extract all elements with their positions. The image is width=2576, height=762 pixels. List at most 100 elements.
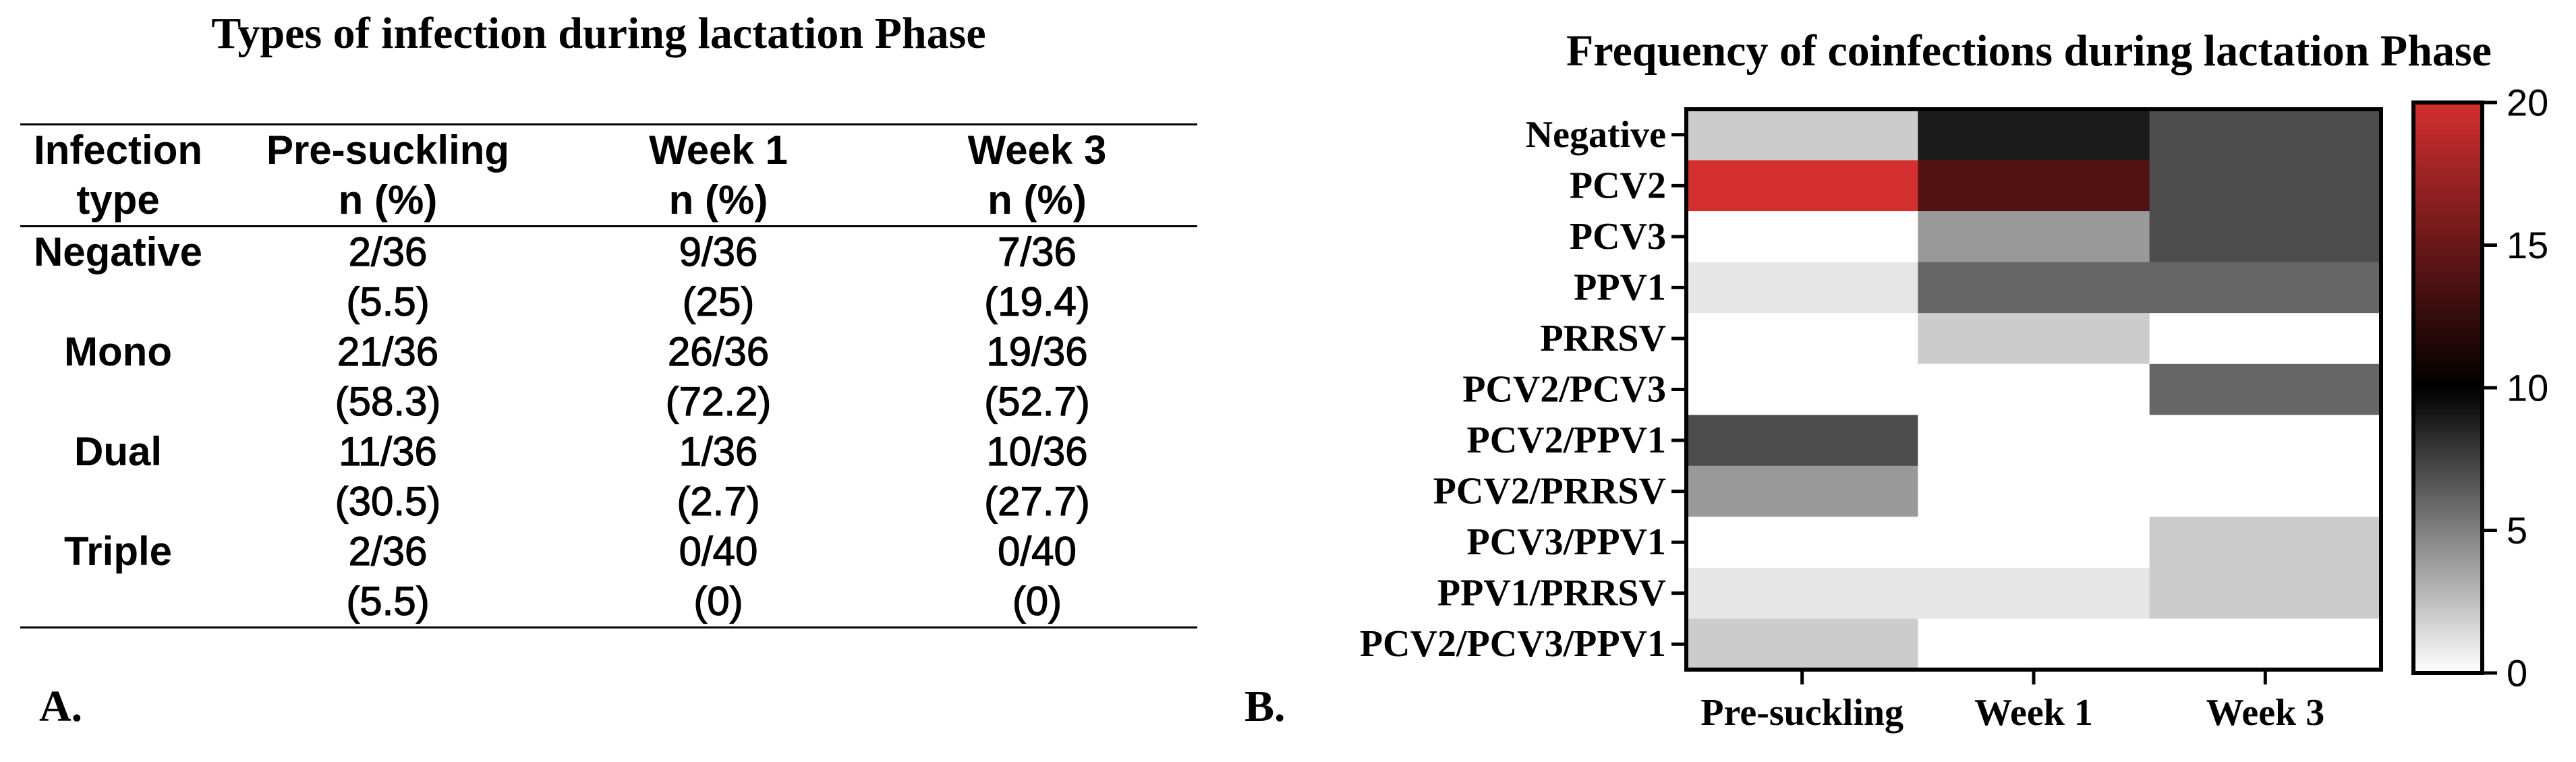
x-tick-label: Pre-suckling <box>1700 692 1904 734</box>
heatmap-cell <box>1686 618 1918 670</box>
table-cell: (52.7) <box>984 378 1091 424</box>
table-cell: 19/36 <box>986 328 1088 374</box>
table-row: Dual 11/36 1/36 10/36 <box>20 427 1197 477</box>
row-label: Mono <box>64 329 172 374</box>
table-cell: 26/36 <box>667 328 770 374</box>
panel-letter-a: A. <box>39 682 83 731</box>
header-line: Week 3 <box>967 127 1107 173</box>
colorbar-tick-label: 0 <box>2507 652 2527 695</box>
heatmap-cell <box>2149 160 2382 212</box>
table-cell: (5.5) <box>216 577 560 628</box>
table-row: Triple 2/36 0/40 0/40 <box>20 527 1197 577</box>
colorbar-tick-label: 15 <box>2507 224 2548 266</box>
heatmap-cell <box>1918 618 2150 670</box>
y-tick-label: Negative <box>1526 114 1666 156</box>
table-cell: (5.5) <box>346 279 430 324</box>
heatmap-cell <box>1918 262 2150 314</box>
table-row: Mono 21/36 26/36 19/36 <box>20 327 1197 377</box>
table-cell: (0) <box>560 577 877 628</box>
y-tick-label: PPV1/PRRSV <box>1437 573 1666 614</box>
y-tick-label: PCV2/PCV3/PPV1 <box>1360 623 1666 665</box>
table-cell: 0/40 <box>998 528 1077 574</box>
table-row: Negative 2/36 9/36 7/36 <box>20 227 1197 278</box>
heatmap-cell <box>1686 465 1918 517</box>
header-line: type <box>76 177 160 223</box>
heatmap-cell <box>1686 109 1918 161</box>
heatmap-cell <box>1918 313 2150 365</box>
header-line: Week 1 <box>649 127 788 173</box>
colorbar: 0 5 10 15 20 <box>2411 82 2548 695</box>
heatmap-cell <box>2149 211 2382 263</box>
table-cell: (58.3) <box>335 378 441 424</box>
table-cell: (19.4) <box>984 279 1091 324</box>
y-tick-label: PCV2/PCV3 <box>1462 369 1666 411</box>
heatmap-cell <box>1918 567 2150 620</box>
colorbar-tick-label: 10 <box>2507 367 2548 409</box>
row-label: Triple <box>63 529 173 574</box>
infection-type-table: Infection type Pre-suckling n (%) Week 1… <box>20 123 1197 628</box>
table-title: Types of infection during lactation Phas… <box>211 9 986 58</box>
header-line: n (%) <box>668 177 768 223</box>
table-cell: 9/36 <box>679 229 758 274</box>
table-cell: (72.2) <box>665 378 772 424</box>
y-tick-label: PRRSV <box>1540 318 1666 359</box>
heatmap-title: Frequency of coinfections during lactati… <box>1566 26 2492 76</box>
table-cell: 10/36 <box>986 428 1088 474</box>
colorbar-tick-label: 20 <box>2507 82 2548 124</box>
heatmap-cell <box>1918 465 2150 517</box>
heatmap-cell <box>1686 262 1918 314</box>
table-cell: (2.7) <box>677 478 761 524</box>
header-week-1: Week 1 n (%) <box>560 123 877 227</box>
x-tick-label: Week 3 <box>2206 692 2324 734</box>
heatmap-cell <box>1686 415 1918 467</box>
table-row: (5.5) (25) (19.4) <box>20 277 1197 327</box>
heatmap-cell <box>1686 211 1918 263</box>
heatmap-cell <box>2149 567 2382 620</box>
header-pre-suckling: Pre-suckling n (%) <box>216 123 560 227</box>
table-header-row: Infection type Pre-suckling n (%) Week 1… <box>20 123 1197 227</box>
heatmap-cell <box>1686 517 1918 568</box>
heatmap-cell <box>1918 160 2150 212</box>
y-tick-label: PCV2/PPV1 <box>1466 419 1666 461</box>
header-line: n (%) <box>338 177 438 223</box>
heatmap-cell <box>1918 211 2150 263</box>
table-row: (30.5) (2.7) (27.7) <box>20 477 1197 527</box>
heatmap-axes: Negative PCV2 PCV3 PPV1 PRRSV PCV2/PCV3 PCV2/P… <box>1360 107 2383 734</box>
panel-letter-b: B. <box>1244 682 1286 731</box>
row-label-empty <box>20 577 216 628</box>
heatmap-cell <box>1918 517 2150 568</box>
table-cell: 0/40 <box>679 528 758 574</box>
header-week-3: Week 3 n (%) <box>877 123 1197 227</box>
heatmap-cell <box>1686 313 1918 365</box>
y-tick-label: PPV1 <box>1574 266 1666 308</box>
table-row: (58.3) (72.2) (52.7) <box>20 377 1197 427</box>
heatmap-cell <box>2149 363 2382 415</box>
row-label: Dual <box>74 429 163 474</box>
table-cell: 21/36 <box>337 328 439 374</box>
table-cell: 7/36 <box>998 229 1077 274</box>
heatmap-cell <box>1686 160 1918 212</box>
row-label: Negative <box>33 229 203 274</box>
table-cell: (0) <box>877 577 1197 628</box>
header-line: Infection <box>34 127 202 173</box>
table-cell: 1/36 <box>679 428 758 474</box>
heatmap-cells <box>1686 109 2382 670</box>
table-cell: 11/36 <box>339 428 438 474</box>
heatmap-cell <box>2149 618 2382 670</box>
heatmap-cell <box>2149 313 2382 365</box>
header-infection-type: Infection type <box>20 123 216 227</box>
y-tick-label: PCV3/PPV1 <box>1466 521 1666 563</box>
table-cell: (30.5) <box>335 478 441 524</box>
heatmap-cell <box>1918 109 2150 161</box>
table-cell: (25) <box>682 279 755 324</box>
header-line: Pre-suckling <box>266 127 510 173</box>
table-cell: 2/36 <box>348 528 428 574</box>
y-tick-label: PCV3 <box>1570 216 1666 258</box>
table-cell: 2/36 <box>348 229 428 274</box>
heatmap-cell <box>1918 415 2150 467</box>
heatmap-cell <box>2149 109 2382 161</box>
colorbar-gradient <box>2411 100 2484 675</box>
table-row: (5.5) (0) (0) <box>20 577 1197 628</box>
y-tick-label: PCV2 <box>1570 165 1666 206</box>
